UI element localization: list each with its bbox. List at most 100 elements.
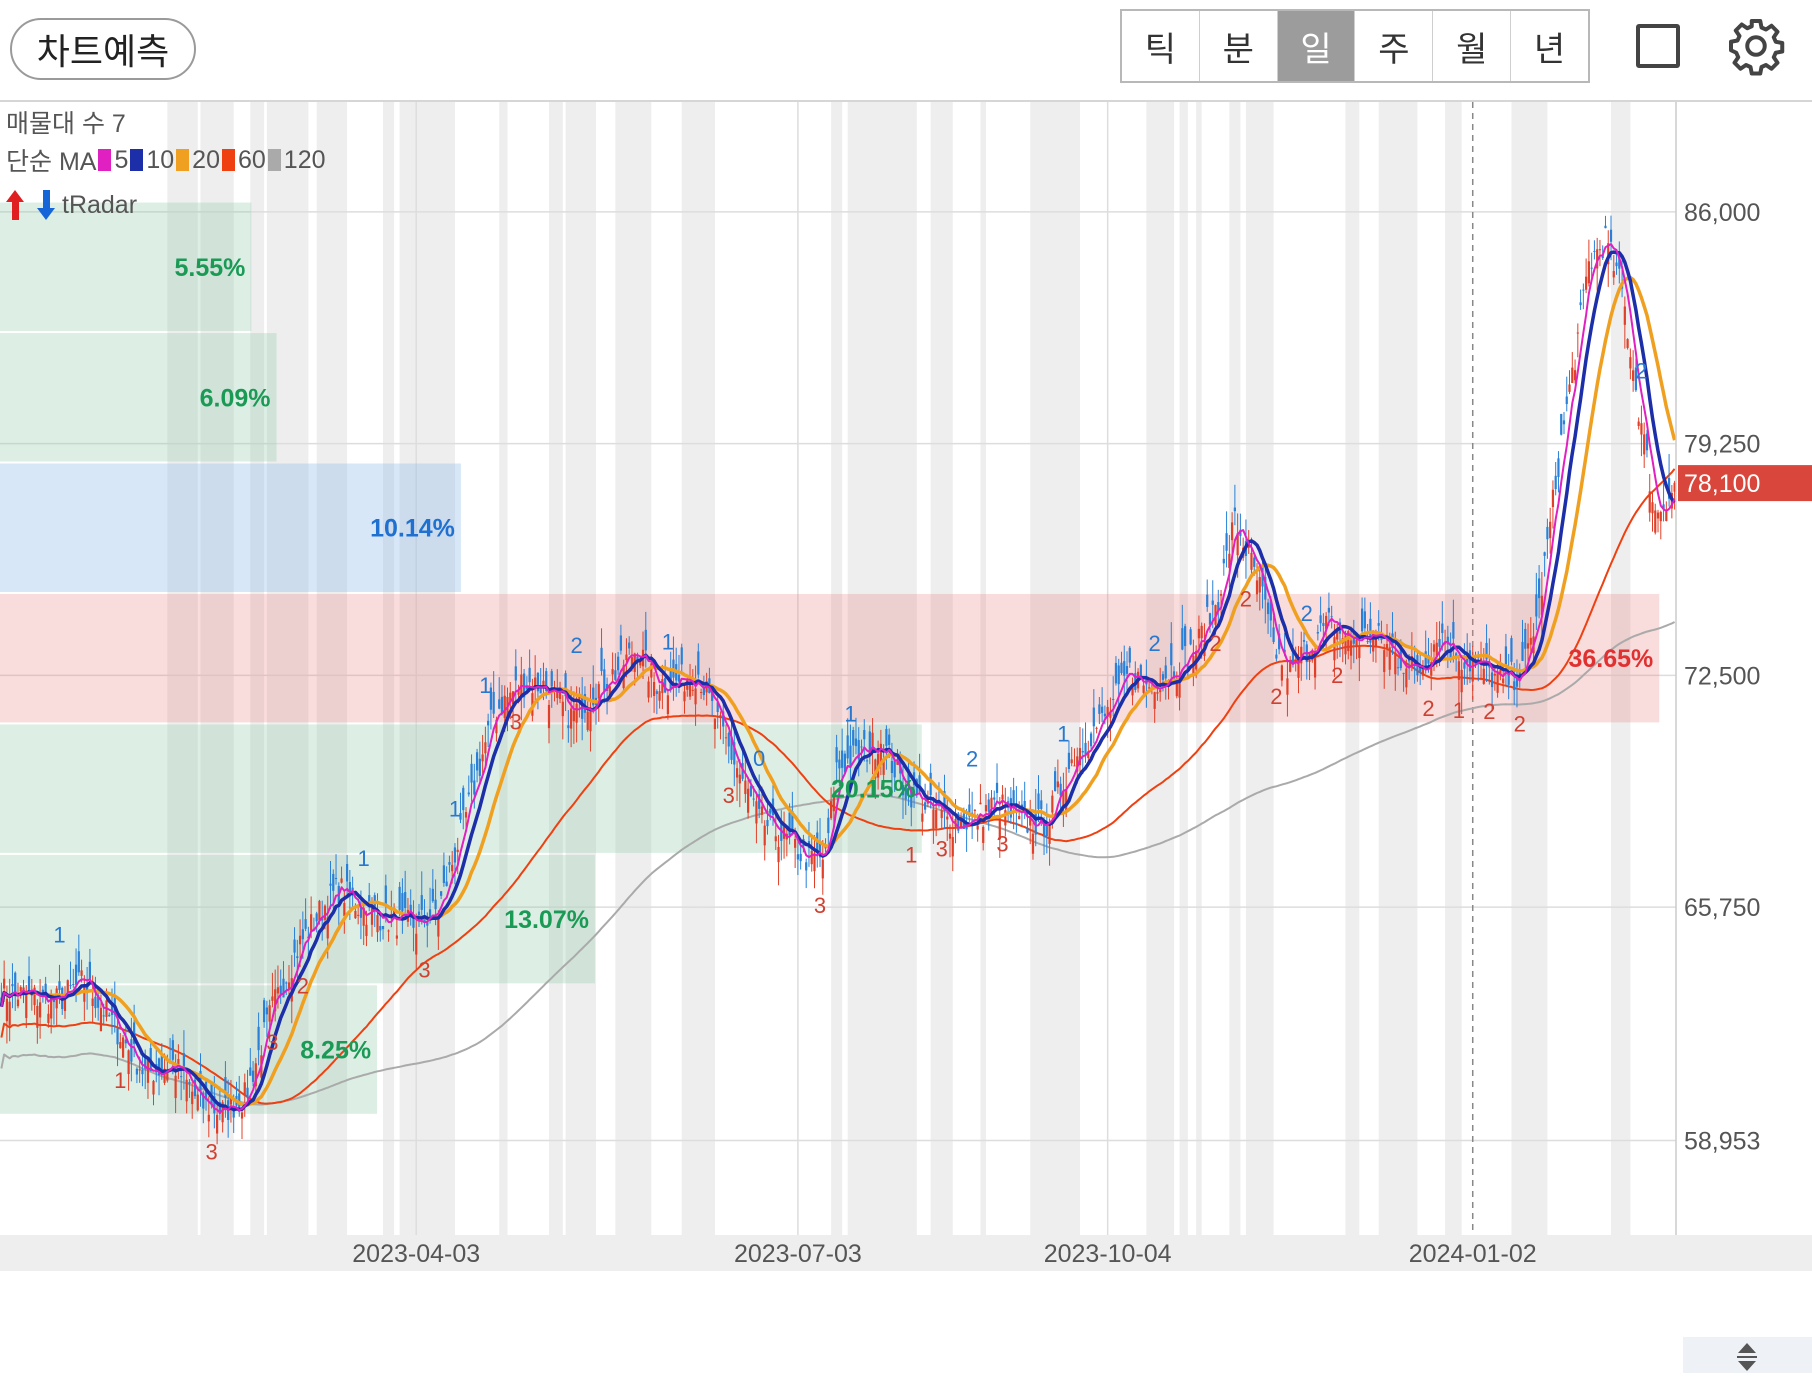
candle-body xyxy=(1482,668,1485,684)
candle-body xyxy=(575,703,578,723)
tradar-marker: 1 xyxy=(1453,698,1465,723)
candle-body xyxy=(907,768,910,787)
candle-body xyxy=(650,663,653,678)
candle-body xyxy=(1316,631,1319,634)
candle-body xyxy=(1643,434,1646,455)
candle-body xyxy=(1117,665,1120,685)
candle-body xyxy=(296,956,299,958)
candle-body xyxy=(1073,765,1076,767)
candle-body xyxy=(370,906,374,925)
candle-body xyxy=(857,740,860,760)
candle-body xyxy=(1004,810,1007,826)
candle-body xyxy=(863,730,866,740)
candle-body xyxy=(1410,656,1413,666)
candle-body xyxy=(80,970,83,976)
candle-body xyxy=(345,863,349,882)
candle-body xyxy=(1543,552,1546,556)
candle-body xyxy=(904,784,907,800)
tab-day[interactable]: 일 xyxy=(1277,11,1356,81)
candle-body xyxy=(1200,625,1203,639)
candle-body xyxy=(1546,526,1549,540)
candle-body xyxy=(1347,631,1350,652)
weekend-band xyxy=(499,102,508,1235)
candle-body xyxy=(506,697,509,721)
candle-body xyxy=(257,1026,260,1051)
tradar-marker: 2 xyxy=(1301,601,1313,626)
candle-body xyxy=(1120,662,1123,674)
candle-body xyxy=(1125,665,1129,674)
candle-body xyxy=(1051,795,1054,813)
date-tick-label: 2024-01-02 xyxy=(1409,1240,1537,1268)
candle-body xyxy=(940,809,943,819)
candle-body xyxy=(1247,544,1250,548)
ma-legend: 단순 MA 5 10 20 60 120 xyxy=(6,142,326,178)
candle-body xyxy=(478,758,481,776)
volume-profile-bar xyxy=(0,593,1660,723)
candle-body xyxy=(697,651,700,675)
tab-month[interactable]: 월 xyxy=(1433,11,1512,81)
candle-body xyxy=(1148,687,1151,689)
candle-body xyxy=(1366,641,1369,643)
candle-body xyxy=(1089,733,1093,747)
candle-body xyxy=(379,925,382,931)
candle-body xyxy=(282,978,285,998)
candle-body xyxy=(1629,357,1632,369)
gear-icon[interactable] xyxy=(1726,16,1786,76)
candle-body xyxy=(1471,660,1474,682)
candle-body xyxy=(727,732,730,747)
tab-year[interactable]: 년 xyxy=(1533,30,1566,69)
tab-week[interactable]: 주 xyxy=(1355,11,1434,81)
candle-body xyxy=(843,753,847,773)
candle-body xyxy=(1360,608,1364,632)
candle-body xyxy=(1585,276,1588,290)
candle-body xyxy=(77,951,80,973)
candle-body xyxy=(332,873,335,891)
candle-body xyxy=(487,720,490,726)
candle-body xyxy=(827,817,830,834)
candle-body xyxy=(534,677,537,690)
candle-body xyxy=(1161,674,1165,680)
candle-body xyxy=(1264,576,1267,600)
resize-handle-icon[interactable] xyxy=(1683,1337,1812,1373)
candle-body xyxy=(1427,655,1430,664)
candle-body xyxy=(127,1050,130,1075)
candle-body xyxy=(959,819,963,828)
candle-body xyxy=(188,1082,191,1084)
tab-tick[interactable]: 틱 xyxy=(1122,11,1200,81)
candle-body xyxy=(185,1079,188,1102)
candle-body xyxy=(1380,636,1383,640)
candle-body xyxy=(1524,628,1527,649)
tradar-marker: 3 xyxy=(814,893,826,918)
candle-body xyxy=(1607,243,1610,265)
weekend-band xyxy=(183,102,198,1235)
candle-body xyxy=(984,805,988,812)
candle-body xyxy=(412,913,415,928)
candle-body xyxy=(498,699,501,709)
candle-body xyxy=(133,1022,136,1044)
candle-body xyxy=(716,702,719,713)
candle-body xyxy=(935,809,938,829)
candle-body xyxy=(323,905,327,920)
ma5-swatch xyxy=(98,149,112,171)
candle-body xyxy=(968,804,971,817)
volume-profile-pct: 13.07% xyxy=(504,906,589,934)
tradar-marker: 2 xyxy=(1422,696,1434,721)
tradar-marker: 1 xyxy=(53,922,65,947)
candle-body xyxy=(503,695,506,718)
candle-body xyxy=(246,1087,249,1098)
weekend-band xyxy=(399,102,436,1235)
candle-body xyxy=(1513,681,1516,691)
candle-body xyxy=(545,671,548,691)
candle-body xyxy=(1463,662,1466,669)
square-icon[interactable] xyxy=(1636,24,1680,68)
ma120-swatch xyxy=(267,149,281,171)
candle-body xyxy=(1598,249,1602,251)
tab-minute[interactable]: 분 xyxy=(1200,11,1278,81)
candle-body xyxy=(592,687,595,706)
chart-forecast-button[interactable]: 차트예측 xyxy=(10,18,196,80)
candle-body xyxy=(1034,811,1037,835)
candle-body xyxy=(1042,823,1046,837)
candle-body xyxy=(365,924,368,937)
